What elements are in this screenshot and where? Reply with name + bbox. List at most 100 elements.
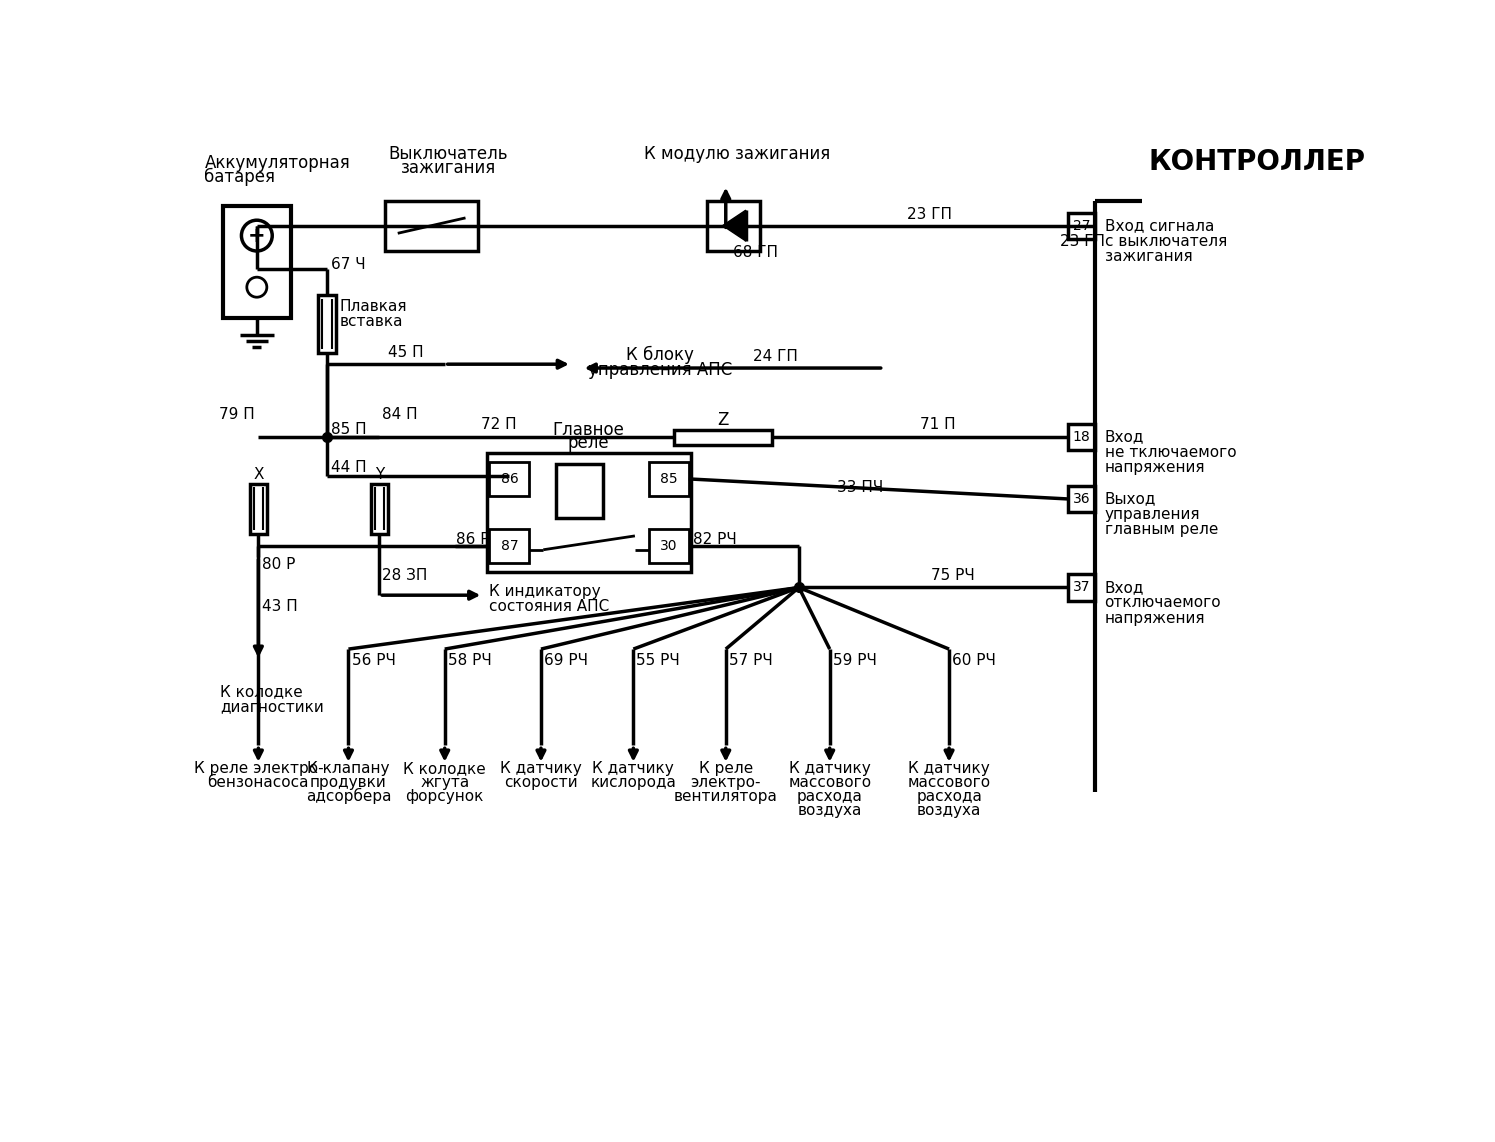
Text: Вход сигнала: Вход сигнала — [1105, 218, 1214, 234]
Text: жгута: жгута — [420, 774, 469, 790]
Bar — [317, 295, 336, 353]
Bar — [386, 201, 478, 251]
Text: 37: 37 — [1073, 580, 1090, 595]
Text: 71 П: 71 П — [919, 417, 955, 432]
Text: 24 ГП: 24 ГП — [753, 349, 798, 364]
Text: управления: управления — [1105, 507, 1200, 522]
Text: управления АПС: управления АПС — [588, 361, 733, 379]
Text: 72 П: 72 П — [481, 417, 516, 432]
Bar — [674, 429, 771, 445]
Text: 57 РЧ: 57 РЧ — [730, 653, 773, 668]
Text: отключаемого: отключаемого — [1105, 595, 1221, 610]
Text: 18: 18 — [1072, 431, 1090, 444]
Bar — [556, 465, 602, 518]
Bar — [649, 463, 689, 496]
Text: 82 РЧ: 82 РЧ — [692, 532, 737, 547]
Text: 45 П: 45 П — [389, 345, 425, 360]
Text: 84 П: 84 П — [381, 407, 417, 421]
Text: К блоку: К блоку — [626, 346, 694, 364]
Text: К колодке: К колодке — [220, 684, 302, 699]
Bar — [371, 483, 387, 533]
Bar — [1067, 485, 1096, 512]
Text: зажигания: зажигания — [1105, 249, 1192, 265]
Bar — [1067, 424, 1096, 450]
Text: 23 ГП: 23 ГП — [1060, 234, 1105, 249]
Text: 87: 87 — [501, 539, 519, 553]
Text: 55 РЧ: 55 РЧ — [637, 653, 680, 668]
Bar — [489, 529, 529, 563]
Text: 85 П: 85 П — [330, 421, 366, 437]
Text: напряжения: напряжения — [1105, 611, 1205, 626]
Bar — [1067, 214, 1096, 240]
Text: 86 Р: 86 Р — [456, 532, 490, 547]
Text: 56 РЧ: 56 РЧ — [351, 653, 395, 668]
Text: Выключатель: Выключатель — [389, 145, 508, 163]
Bar — [649, 529, 689, 563]
Text: Плавкая: Плавкая — [339, 299, 408, 314]
Text: главным реле: главным реле — [1105, 522, 1218, 537]
Text: 60 РЧ: 60 РЧ — [952, 653, 996, 668]
Text: К реле электро-: К реле электро- — [193, 761, 323, 775]
Bar — [707, 201, 761, 251]
Text: расхода: расхода — [797, 789, 863, 804]
Polygon shape — [722, 210, 746, 241]
Text: 23 ГП: 23 ГП — [907, 208, 952, 223]
Text: К колодке: К колодке — [404, 761, 486, 775]
Text: скорости: скорости — [504, 774, 577, 790]
Text: 33 ПЧ: 33 ПЧ — [837, 480, 884, 494]
Text: форсунок: форсунок — [405, 789, 484, 804]
Text: бензонасоса: бензонасоса — [208, 774, 309, 790]
Text: 43 П: 43 П — [262, 600, 298, 614]
Text: 79 П: 79 П — [218, 407, 254, 421]
Text: воздуха: воздуха — [797, 803, 863, 818]
Text: 69 РЧ: 69 РЧ — [544, 653, 588, 668]
Text: с выключателя: с выключателя — [1105, 234, 1227, 249]
Text: 28 ЗП: 28 ЗП — [381, 569, 428, 584]
Text: 27: 27 — [1073, 219, 1090, 233]
Text: вентилятора: вентилятора — [674, 789, 777, 804]
Text: К реле: К реле — [698, 761, 753, 775]
Text: Главное: Главное — [553, 420, 625, 439]
Text: массового: массового — [788, 774, 872, 790]
Text: реле: реле — [568, 434, 610, 452]
Text: 85: 85 — [659, 472, 677, 485]
Text: К датчику: К датчику — [501, 761, 582, 775]
Text: +: + — [248, 226, 266, 246]
Text: 44 П: 44 П — [330, 460, 366, 475]
Bar — [489, 463, 529, 496]
Text: КОНТРОЛЛЕР: КОНТРОЛЛЕР — [1148, 147, 1365, 176]
Text: Y: Y — [375, 467, 384, 482]
Text: 75 РЧ: 75 РЧ — [931, 569, 975, 584]
Text: Вход: Вход — [1105, 580, 1144, 595]
Text: Z: Z — [718, 411, 728, 429]
Text: не тключаемого: не тключаемого — [1105, 445, 1236, 460]
Text: продувки: продувки — [309, 774, 387, 790]
Text: Выход: Выход — [1105, 491, 1156, 506]
Text: X: X — [253, 467, 263, 482]
Text: расхода: расхода — [916, 789, 982, 804]
Text: адсорбера: адсорбера — [305, 788, 392, 804]
Text: 86: 86 — [501, 472, 519, 485]
Text: К датчику: К датчику — [789, 761, 870, 775]
Text: К датчику: К датчику — [592, 761, 674, 775]
Text: К индикатору: К индикатору — [489, 584, 601, 598]
Text: 58 РЧ: 58 РЧ — [448, 653, 492, 668]
Text: массового: массового — [907, 774, 991, 790]
Text: К модулю зажигания: К модулю зажигания — [644, 145, 830, 163]
Text: воздуха: воздуха — [916, 803, 981, 818]
Bar — [487, 452, 691, 572]
Text: 68 ГП: 68 ГП — [734, 244, 779, 260]
Text: 36: 36 — [1073, 492, 1090, 506]
Text: 80 Р: 80 Р — [262, 557, 296, 572]
Text: К клапану: К клапану — [306, 761, 390, 775]
Text: К датчику: К датчику — [907, 761, 990, 775]
Text: зажигания: зажигания — [401, 159, 496, 177]
Text: батарея: батарея — [205, 168, 275, 186]
Text: напряжения: напряжения — [1105, 460, 1205, 475]
Text: 59 РЧ: 59 РЧ — [833, 653, 876, 668]
Text: 30: 30 — [659, 539, 677, 553]
Bar — [223, 207, 290, 317]
Bar — [250, 483, 266, 533]
Text: состояния АПС: состояния АПС — [489, 600, 610, 614]
Text: диагностики: диагностики — [220, 699, 323, 714]
